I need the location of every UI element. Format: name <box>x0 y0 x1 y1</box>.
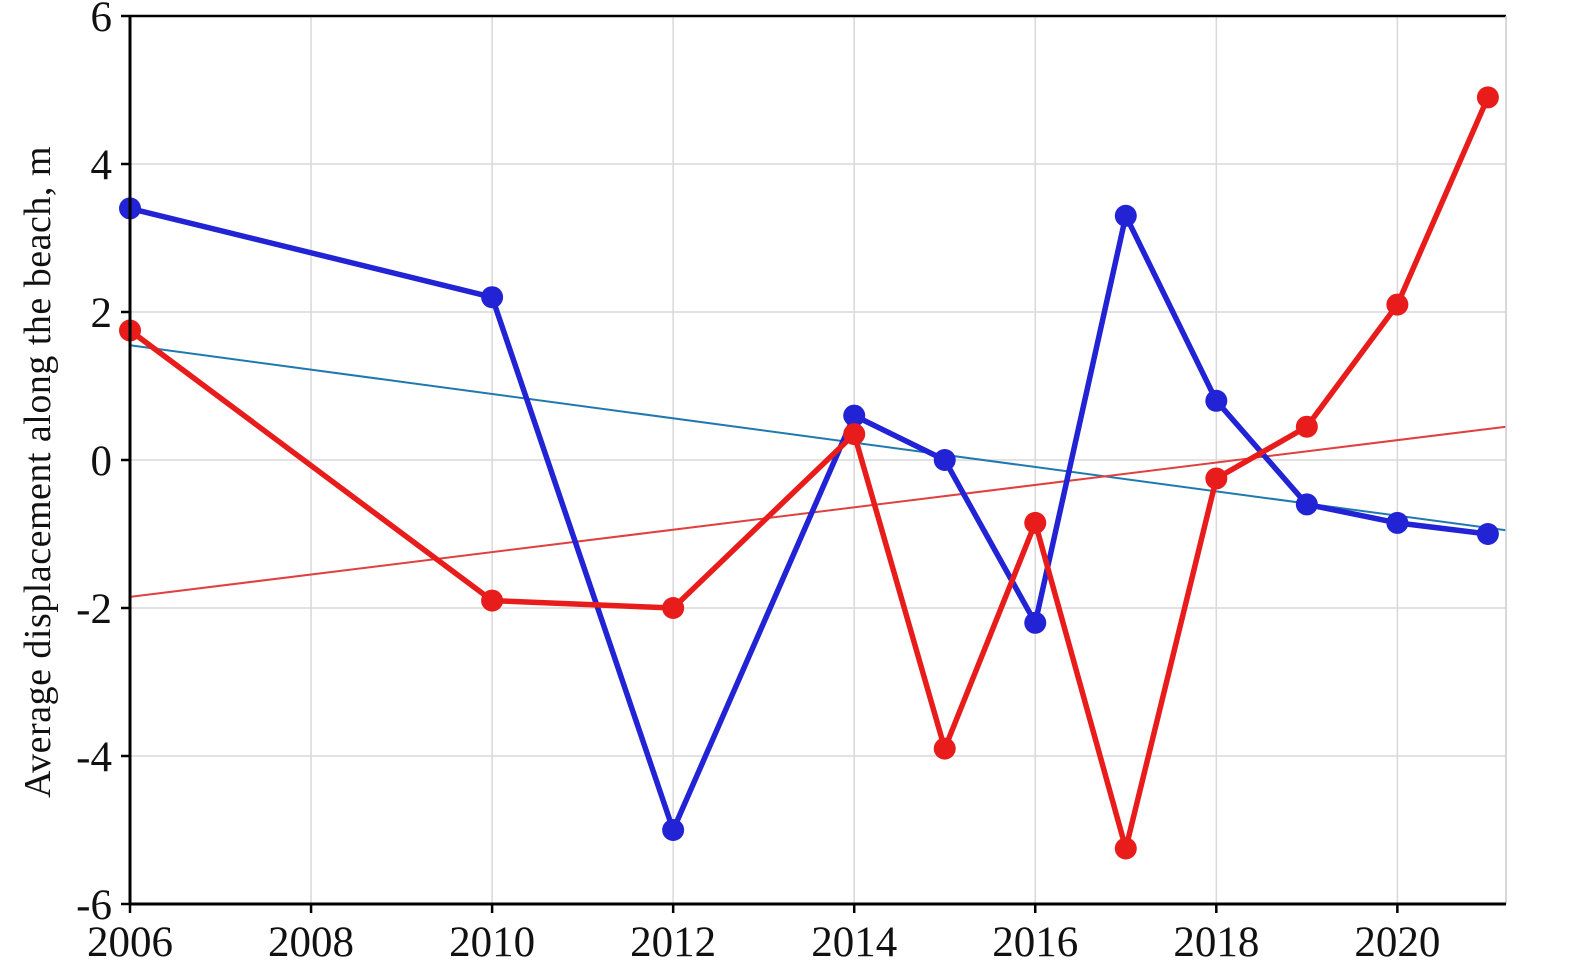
blue-series-point <box>843 404 866 427</box>
blue-series-point <box>1024 611 1047 634</box>
x-tick-label: 2018 <box>1173 919 1259 966</box>
red-series-point <box>933 737 956 760</box>
x-tick-label: 2012 <box>630 919 716 966</box>
y-tick-label: 6 <box>91 0 113 41</box>
blue-series-point <box>481 286 504 309</box>
y-tick-label: -2 <box>76 586 112 633</box>
x-tick-label: 2016 <box>992 919 1078 966</box>
y-tick-label: 2 <box>91 290 113 337</box>
y-tick-label: 4 <box>91 142 113 189</box>
red-series-point <box>1114 837 1137 860</box>
x-tick-label: 2020 <box>1354 919 1440 966</box>
y-tick-label: -4 <box>76 734 112 781</box>
blue-series-point <box>1295 493 1318 516</box>
y-tick-label: 0 <box>91 438 113 485</box>
x-tick-label: 2006 <box>87 919 173 966</box>
blue-trend-line <box>129 344 1507 532</box>
blue-series-line <box>127 205 1491 833</box>
blue-series-point <box>933 449 956 471</box>
blue-series-point <box>1386 511 1409 534</box>
x-tick-label: 2008 <box>268 919 354 966</box>
blue-series-point <box>662 819 685 841</box>
red-series-line <box>127 94 1491 852</box>
y-tick-label: -6 <box>76 882 112 929</box>
y-axis-label: Average displacement along the beach, m <box>17 146 59 798</box>
blue-series-point <box>1205 389 1228 412</box>
red-series-point <box>662 597 685 619</box>
blue-series-point <box>1476 523 1499 545</box>
x-tick-label: 2010 <box>449 919 535 966</box>
red-series-point <box>843 423 866 446</box>
red-series-point <box>1295 415 1318 438</box>
blue-series-point <box>1114 204 1137 227</box>
red-trend-line <box>129 425 1507 598</box>
red-series-point <box>1024 511 1047 534</box>
red-series-point <box>481 589 504 612</box>
red-series-point <box>1476 86 1499 109</box>
red-series-point <box>1386 293 1409 316</box>
x-tick-label: 2014 <box>811 919 897 966</box>
red-series-point <box>1205 467 1228 490</box>
